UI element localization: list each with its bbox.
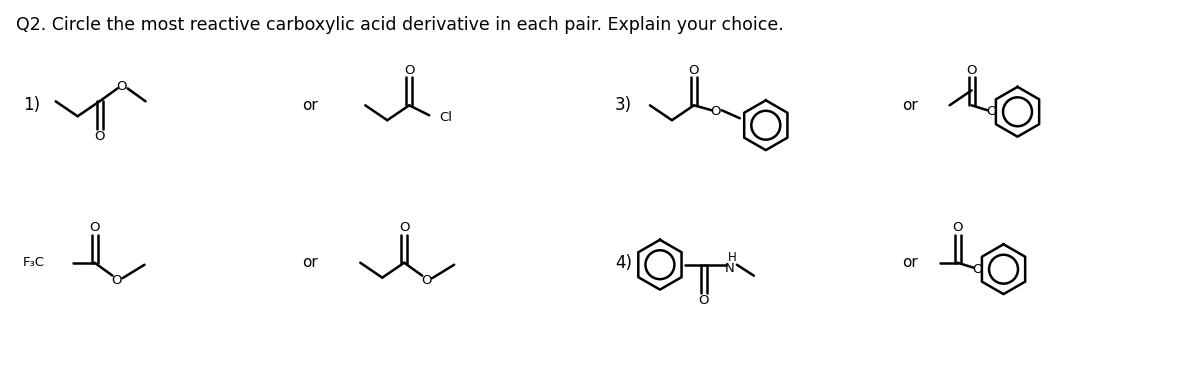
Text: O: O [404, 64, 414, 77]
Text: or: or [901, 98, 918, 113]
Text: or: or [302, 98, 318, 113]
Text: O: O [116, 80, 127, 93]
Text: O: O [95, 130, 104, 143]
Text: O: O [966, 64, 977, 77]
Text: 3): 3) [614, 96, 632, 114]
Text: or: or [901, 255, 918, 270]
Text: O: O [986, 105, 997, 118]
Text: 4): 4) [614, 254, 632, 272]
Text: O: O [710, 105, 721, 118]
Text: O: O [398, 221, 409, 234]
Text: Cl: Cl [439, 111, 452, 124]
Text: or: or [302, 255, 318, 270]
Text: O: O [689, 64, 700, 77]
Text: O: O [421, 274, 432, 286]
Text: O: O [972, 263, 983, 276]
Text: 1): 1) [23, 96, 40, 114]
Text: O: O [953, 221, 962, 234]
Text: O: O [112, 274, 122, 286]
Text: O: O [698, 294, 709, 307]
Text: N: N [725, 262, 734, 275]
Text: F₃C: F₃C [23, 256, 44, 269]
Text: H: H [727, 251, 737, 264]
Text: O: O [89, 221, 100, 234]
Text: Q2. Circle the most reactive carboxylic acid derivative in each pair. Explain yo: Q2. Circle the most reactive carboxylic … [16, 16, 784, 34]
